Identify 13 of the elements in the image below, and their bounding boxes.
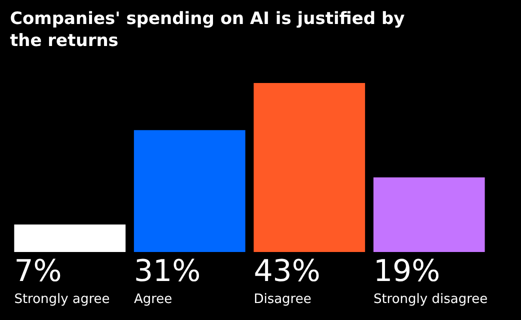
bar xyxy=(14,224,126,252)
data-label: 19% xyxy=(373,254,440,289)
bar xyxy=(134,130,246,252)
x-tick-label: Strongly disagree xyxy=(373,292,488,307)
data-label: 31% xyxy=(134,254,201,289)
x-tick-label: Agree xyxy=(134,292,172,307)
data-label: 43% xyxy=(254,254,320,289)
data-label: 7% xyxy=(14,254,62,289)
chart-title: Companies' spending on AI is justified by the returns xyxy=(10,8,406,52)
x-tick-label: Strongly agree xyxy=(14,292,110,307)
bar xyxy=(254,83,366,252)
x-tick-label: Disagree xyxy=(254,292,312,307)
bar xyxy=(373,177,485,252)
